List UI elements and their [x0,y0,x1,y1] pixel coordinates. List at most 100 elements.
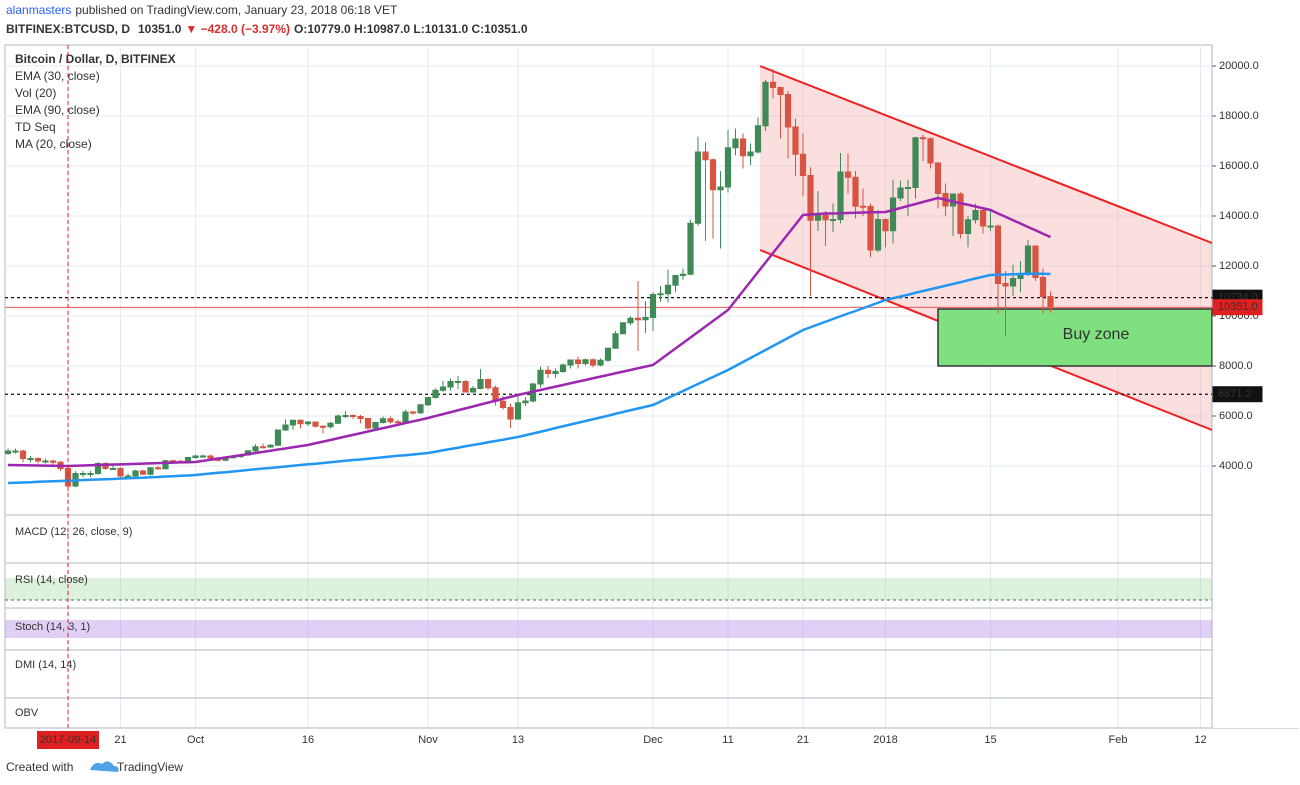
candle-body [1002,283,1009,287]
candle-body [754,125,762,153]
candle-body [447,381,454,388]
y-tick-label: 6000.0 [1219,410,1253,422]
y-tick-label: 20000.0 [1219,60,1259,72]
header-line: alanmasters published on TradingView.com,… [6,3,398,17]
candle-body [777,87,784,95]
candle-body [49,460,57,463]
candle-body [552,371,559,374]
candle-body [574,359,582,364]
candle-body [319,425,327,428]
candle-body [567,359,574,366]
candle-body [297,419,304,425]
channel-upper [759,65,1213,244]
candle-body [687,222,694,275]
candle-body [124,475,132,478]
candle-body [274,429,282,446]
marks [4,69,1054,492]
x-tick-label: 12 [1194,734,1206,746]
candle-body [372,422,379,429]
candle-body [649,294,657,318]
author[interactable]: alanmasters [6,3,71,17]
candle-body [349,415,357,417]
candle-body [282,424,289,431]
pane-label: MACD (12, 26, close, 9) [15,526,132,538]
candle-body [522,400,529,404]
candle-body [12,450,19,453]
candle-body [919,137,927,140]
legend-entry: Bitcoin / Dollar, D, BITFINEX [15,52,176,66]
symbol-line: BITFINEX:BTCUSD, D 10351.0 ▼ −428.0 (−3.97… [6,22,528,36]
candle-body [334,415,342,424]
candle-body [147,467,154,475]
candle-body [837,171,844,220]
candle-body [199,455,207,458]
candle-body [499,400,507,408]
candle-body [964,219,972,234]
candle-body [477,379,484,389]
candle-body [507,407,514,420]
candle-body [409,411,417,414]
candle-body [379,418,387,423]
candle-body [874,219,882,251]
candle-body [154,467,162,470]
indicator-line [7,272,1051,485]
y-tick-label: 12000.0 [1219,260,1259,272]
footer-created: Created with [6,760,73,774]
candle-body [807,175,814,221]
candle-body [912,137,919,188]
candle-body [769,81,777,88]
legend-entry: EMA (30, close) [15,69,100,83]
x-tick-label: 13 [512,734,524,746]
tradingview-logo [90,761,119,772]
buy-zone [937,308,1213,367]
candle-body [979,210,987,227]
footer-brand[interactable]: TradingView [117,760,183,774]
candle-body [42,460,49,463]
x-axis: 2017-09-14 21 Oct 16 Nov 13 Dec 11 21 2018 15 Feb 12 [37,731,1207,749]
x-tick-label: Oct [187,734,204,746]
indicator-panes: MACD (12, 26, close, 9)2500.00000.0000RS… [5,513,1299,729]
y-tick-label: 4000.0 [1219,460,1253,472]
candle-body [679,273,687,276]
candle-body [327,422,334,428]
legend-entry: MA (20, close) [15,137,92,151]
candle-body [259,446,267,449]
candle-body [972,210,979,221]
candle-body [27,458,34,460]
candle-body [732,138,739,149]
candle-body [454,381,462,383]
candle-body [79,473,87,475]
candle-body [402,411,409,423]
candle-body [132,470,139,477]
price-level-label: 10351.0 [1218,301,1258,313]
x-tick-label: Dec [643,734,663,746]
x-tick-label: 2018 [873,734,897,746]
candle-body [664,284,672,295]
candle-body [987,225,994,228]
y-tick-label: 8000.0 [1219,360,1253,372]
candle-body [889,197,897,232]
candle-body [852,176,859,207]
x-tick-label: 2017-09-14 [40,734,96,746]
legend: Bitcoin / Dollar, D, BITFINEX EMA (30, cl… [15,52,176,151]
candle-body [64,468,72,487]
candle-body [537,369,544,385]
candle-body [34,458,42,462]
candle-body [1039,277,1047,298]
candle-body [4,450,12,454]
y-axis: 4000.06000.08000.010000.012000.014000.01… [1212,45,1300,728]
candle-body [672,275,679,286]
levels [5,297,1212,395]
candle-body [304,421,312,425]
candle-body [627,317,634,324]
candle-body [867,206,874,251]
x-tick-label: Nov [418,734,438,746]
candle-body [514,402,522,420]
candle-body [342,415,349,417]
candle-body [747,151,754,157]
candle-body [432,389,439,398]
candle-body [117,468,124,477]
candle-body [897,187,904,199]
ohlc: O:10779.0 H:10987.0 L:10131.0 C:10351.0 [294,22,528,36]
candle-body [604,347,612,361]
